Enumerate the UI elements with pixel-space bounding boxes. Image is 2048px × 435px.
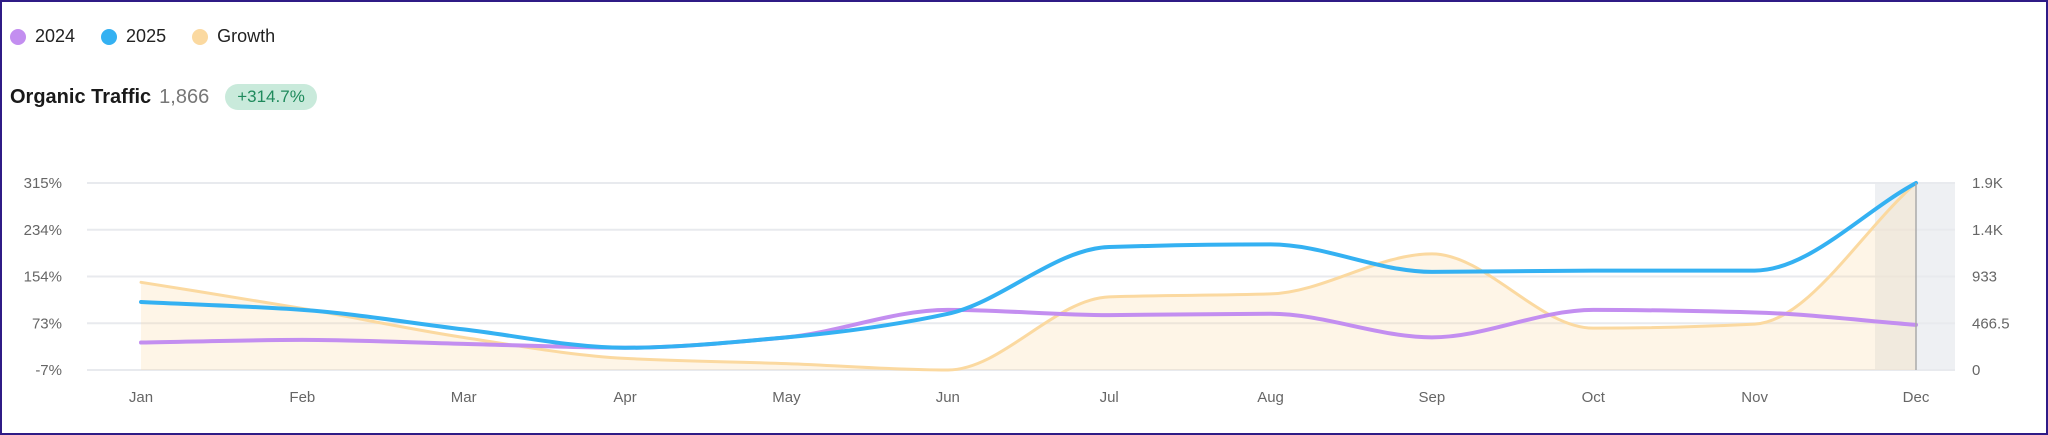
right-axis-tick: 1.9K <box>1972 175 2003 192</box>
left-axis-tick: 154% <box>24 269 62 286</box>
legend-dot-growth <box>192 28 209 45</box>
chart-title: Organic Traffic <box>10 85 152 108</box>
change-badge: +314.7% <box>225 84 317 110</box>
series-line-2024 <box>139 307 1918 350</box>
x-axis-tick: Apr <box>613 389 636 406</box>
legend-dot-2024 <box>10 28 26 45</box>
left-axis-tick: -7% <box>35 362 62 379</box>
legend-item-growth[interactable]: Growth <box>192 26 275 47</box>
right-axis-tick: 466.5 <box>1972 315 2010 332</box>
x-axis-tick: Aug <box>1257 389 1284 406</box>
legend: 2024 2025 Growth <box>10 26 275 47</box>
x-axis-tick: Oct <box>1582 389 1606 406</box>
chart-header: Organic Traffic 1,866 +314.7% <box>10 84 317 110</box>
right-axis-tick: 0 <box>1972 362 1980 379</box>
x-axis-tick: Jun <box>936 389 960 406</box>
right-axis-tick: 933 <box>1972 269 1997 286</box>
x-axis-tick: Dec <box>1903 389 1930 406</box>
left-axis-tick: 234% <box>24 222 62 239</box>
growth-area <box>141 183 1916 370</box>
left-axis-tick: 73% <box>32 315 62 332</box>
legend-label: 2025 <box>126 26 167 46</box>
right-axis-tick: 1.4K <box>1972 222 2003 239</box>
legend-dot-2025 <box>101 28 118 45</box>
x-axis-tick: Nov <box>1741 389 1768 406</box>
x-axis-tick: Jul <box>1100 389 1119 406</box>
x-axis-tick: Sep <box>1419 389 1446 406</box>
total-value: 1,866 <box>159 85 210 108</box>
series-line-2025 <box>139 181 1918 350</box>
legend-label: 2024 <box>35 26 76 46</box>
x-axis-tick: Feb <box>289 389 315 406</box>
x-axis-tick: May <box>772 389 801 406</box>
legend-label: Growth <box>217 26 276 46</box>
legend-item-2024[interactable]: 2024 <box>10 26 75 47</box>
x-axis-tick: Mar <box>451 389 477 406</box>
legend-item-2025[interactable]: 2025 <box>101 26 166 47</box>
x-axis-tick: Jan <box>129 389 153 406</box>
left-axis-tick: 315% <box>24 175 62 192</box>
